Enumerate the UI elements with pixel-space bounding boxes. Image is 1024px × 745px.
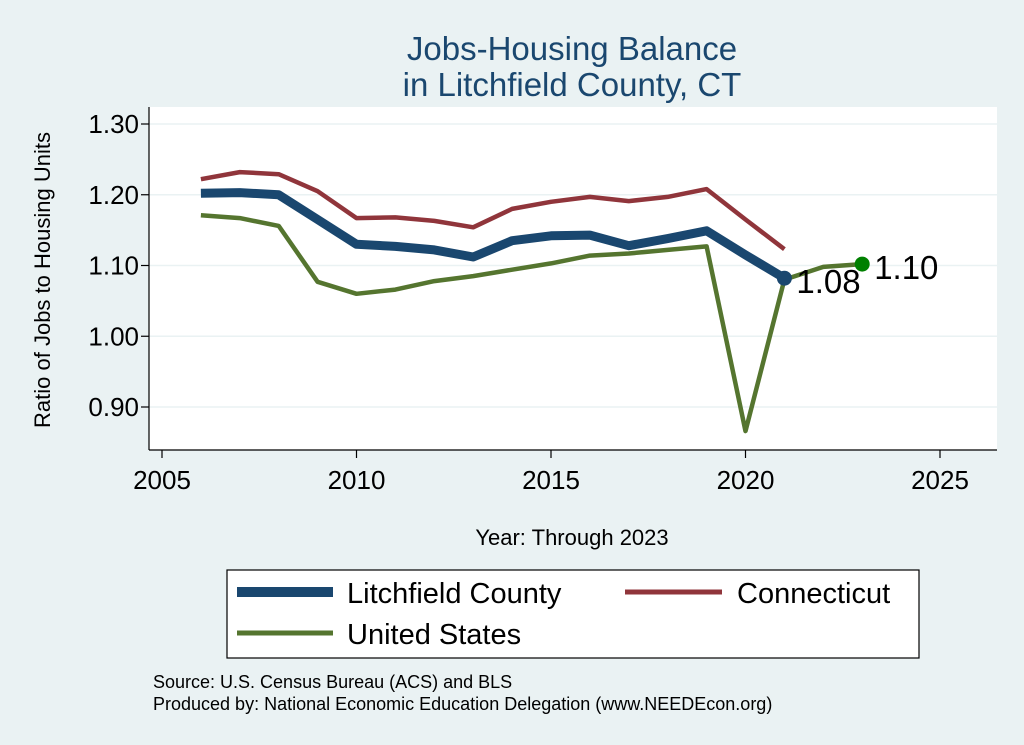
endpoint-label: 1.08	[796, 263, 860, 300]
chart-title-line-1: Jobs-Housing Balance	[407, 30, 737, 67]
y-tick-label: 1.30	[88, 109, 139, 139]
legend: Litchfield County Connecticut United State…	[226, 569, 920, 659]
x-tick-label: 2025	[911, 465, 969, 495]
x-tick-label: 2015	[522, 465, 580, 495]
endpoint-marker	[854, 256, 870, 272]
x-axis-title: Year: Through 2023	[475, 525, 668, 550]
chart-title-line-2: in Litchfield County, CT	[403, 66, 742, 103]
x-tick-label: 2005	[133, 465, 191, 495]
series-line-united-states	[200, 213, 863, 434]
chart-title: Jobs-Housing Balance in Litchfield Count…	[403, 30, 742, 103]
gridlines	[149, 123, 997, 408]
legend-items: Litchfield County Connecticut United State…	[237, 578, 890, 651]
x-tick-label: 2010	[328, 465, 386, 495]
y-tick-label: 1.10	[88, 251, 139, 281]
y-axis-title: Ratio of Jobs to Housing Units	[30, 132, 55, 428]
y-tick-label: 1.00	[88, 321, 139, 351]
axes: 0.90 1.00 1.10 1.20 1.30 2005 2010 2015 2020 2025	[88, 107, 997, 495]
legend-label-connecticut: Connecticut	[737, 578, 890, 610]
point-labels: 1.08 1.10	[776, 249, 938, 300]
plot-area	[149, 107, 997, 450]
series-line-connecticut	[200, 169, 786, 251]
y-tick-label: 1.20	[88, 180, 139, 210]
legend-label-litchfield-county: Litchfield County	[347, 578, 562, 610]
series-layer	[200, 169, 863, 434]
legend-label-united-states: United States	[347, 619, 521, 651]
source-line-2: Produced by: National Economic Education…	[153, 694, 772, 714]
endpoint-label: 1.10	[874, 249, 938, 286]
legend-box	[226, 569, 920, 659]
source-note: Source: U.S. Census Bureau (ACS) and BLS…	[153, 672, 772, 714]
series-line-litchfield-county	[200, 188, 787, 283]
x-tick-label: 2020	[717, 465, 775, 495]
y-tick-label: 0.90	[88, 392, 139, 422]
source-line-1: Source: U.S. Census Bureau (ACS) and BLS	[153, 672, 512, 692]
endpoint-marker	[776, 270, 792, 286]
